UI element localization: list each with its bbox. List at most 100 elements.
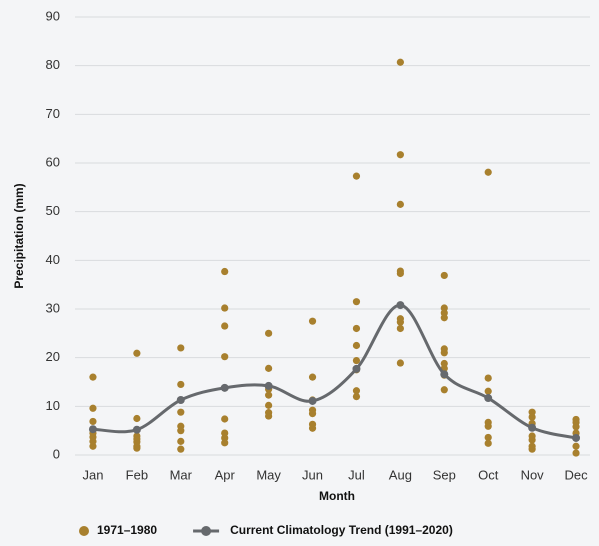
scatter-point [484,439,492,447]
x-tick-label: Jul [348,467,365,482]
scatter-point [352,324,361,333]
y-tick-label: 40 [46,252,60,267]
legend-label: 1971–1980 [97,523,157,537]
scatter-point [484,374,492,382]
scatter-point [352,356,361,365]
scatter-point [89,442,97,450]
scatter-point [396,318,404,326]
scatter-point [308,373,317,381]
scatter-point [352,298,361,306]
scatter-point [572,442,580,450]
y-tick-label: 30 [46,300,60,315]
scatter-point [440,349,448,357]
y-tick-label: 90 [46,8,60,23]
scatter-point [484,387,492,395]
x-tick-label: Aug [389,467,412,482]
scatter-point [440,386,448,394]
y-tick-label: 20 [46,349,60,364]
y-tick-label: 50 [46,203,60,218]
x-tick-label: Apr [215,467,236,482]
scatter-point [308,424,317,432]
trend-marker [264,381,273,390]
scatter-point [177,344,185,352]
scatter-point [133,444,141,452]
y-tick-label: 10 [46,398,60,413]
trend-marker [132,425,141,434]
legend-marker [79,526,89,536]
scatter-point [484,422,492,430]
scatter-point [396,58,404,66]
scatter-point [440,314,448,322]
scatter-point [177,445,185,453]
scatter-point [528,445,536,453]
scatter-point [396,324,404,333]
trend-marker [308,396,317,405]
scatter-point [89,373,97,381]
scatter-point [89,417,97,426]
scatter-point [440,271,448,280]
trend-marker [88,425,97,434]
scatter-point [177,408,185,416]
scatter-point [352,387,361,395]
scatter-point [221,267,229,276]
scatter-point [572,449,580,457]
scatter-point [221,353,229,361]
scatter-point [528,413,536,421]
scatter-point [221,304,229,312]
scatter-point [265,329,273,337]
trend-marker [176,396,185,405]
legend-label: Current Climatology Trend (1991–2020) [230,523,453,537]
scatter-point [265,401,273,409]
scatter-point [572,423,580,431]
scatter-point [265,364,273,372]
legend-item: Current Climatology Trend (1991–2020) [193,523,453,537]
y-tick-label: 80 [46,57,60,72]
scatter-point [177,380,185,389]
scatter-point [396,269,404,278]
x-tick-label: Jun [302,467,323,482]
x-tick-label: Oct [478,467,499,482]
trend-marker [440,370,449,379]
scatter-point [352,172,361,180]
x-tick-label: Mar [170,467,193,482]
scatter-point [484,433,492,442]
scatter-point [308,317,317,325]
scatter-point [177,427,185,435]
y-tick-label: 0 [53,446,60,461]
scatter-point [396,200,404,208]
scatter-point [133,414,141,423]
trend-marker [484,394,493,403]
x-tick-label: Feb [126,467,148,482]
x-tick-label: May [256,467,281,482]
scatter-point [484,168,492,176]
x-axis-label: Month [319,489,355,503]
trend-line [92,303,577,440]
scatter-point [265,412,273,420]
legend-item: 1971–1980 [79,523,157,537]
scatter-point [396,359,404,367]
x-tick-label: Jan [82,467,103,482]
y-tick-label: 70 [46,106,60,121]
scatter-point [221,439,229,447]
scatter-point [352,341,361,350]
trend-marker [220,383,229,392]
scatter-point [265,391,273,399]
trend-marker [528,423,537,432]
trend-marker [352,364,361,373]
scatter-point [528,436,536,444]
trend-marker [572,433,581,442]
scatter-point [221,322,229,330]
x-tick-label: Dec [564,467,588,482]
scatter-point [221,415,229,423]
scatter-point [133,349,141,357]
scatter-point [89,404,97,412]
scatter-point [177,437,185,445]
x-tick-label: Sep [433,467,456,482]
x-tick-label: Nov [521,467,545,482]
y-axis-label: Precipitation (mm) [12,183,26,288]
scatter-point [308,410,317,418]
scatter-point [396,151,404,159]
y-tick-label: 60 [46,154,60,169]
